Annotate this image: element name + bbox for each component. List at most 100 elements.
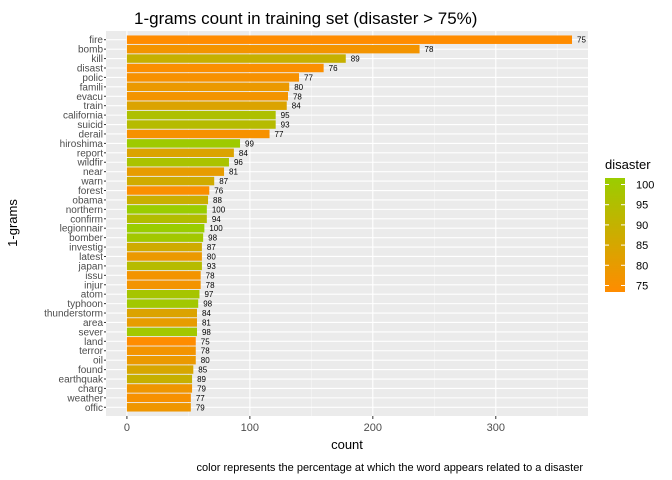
bar-value-label: 81 [229,168,238,177]
bar-value-label: 84 [202,309,211,318]
bar [126,82,290,92]
y-tick-label: oil [93,356,103,367]
chart-caption: color represents the percentage at which… [197,462,584,474]
y-tick-label: northern [66,205,103,216]
bar-value-label: 78 [425,45,434,54]
bar-value-label: 77 [275,130,284,139]
bar [126,167,225,176]
y-tick-label: earthquak [59,375,104,386]
bar-value-label: 85 [198,366,207,375]
bar [126,346,196,355]
bar-value-label: 97 [204,290,213,299]
bar [126,384,193,393]
bar [126,35,573,44]
bar [126,157,229,167]
bar-value-labels: 7578897677807884959377998496818776881009… [196,36,587,413]
bar-value-label: 89 [197,375,206,384]
bar [126,289,200,299]
bar-value-label: 78 [206,281,215,290]
bar [126,252,202,261]
y-axis-title: 1-grams [5,199,20,247]
y-tick-label: thunderstorm [44,309,103,320]
y-tick-label: found [78,365,103,376]
y-tick-label: suicid [77,120,103,131]
bar [126,129,270,139]
bar [126,242,202,252]
y-tick-label: hiroshima [60,139,104,150]
y-tick-label: atom [81,290,103,301]
bar-value-label: 75 [201,337,210,346]
y-axis-tick-labels: firebombkilldisastpolicfamilievacutrainc… [44,35,106,414]
bar-value-label: 78 [201,347,210,356]
y-tick-label: train [84,101,103,112]
legend-title: disaster [605,157,651,172]
bar [126,355,196,365]
bar [126,195,209,205]
y-tick-label: latest [79,252,103,263]
bar [126,44,420,54]
bar-value-label: 75 [577,36,586,45]
y-tick-label: bomber [69,233,104,244]
bar [126,139,241,148]
bar-value-label: 76 [214,187,223,196]
bar-value-label: 87 [207,243,216,252]
bar-value-label: 78 [206,271,215,280]
bars [126,35,573,412]
bar [126,148,234,158]
y-tick-label: wildfir [76,158,103,169]
bar [126,280,201,290]
bar-value-label: 93 [207,262,216,271]
bar [126,318,197,327]
x-tick-label: 300 [487,422,505,434]
bar [126,176,215,186]
bar [126,308,197,318]
legend: disaster 100 95 90 85 80 75 [605,157,654,293]
bar-value-label: 88 [213,196,222,205]
bar [126,63,324,73]
y-tick-label: evacu [76,92,103,103]
bar [126,110,276,120]
bar-value-label: 100 [212,205,226,214]
y-tick-label: injur [84,280,104,291]
y-tick-label: disast [77,63,103,74]
legend-tick-label: 85 [636,240,648,252]
bar-value-label: 98 [208,234,217,243]
bar [126,214,207,224]
bar-value-label: 79 [197,384,206,393]
bar [126,205,207,214]
bar-value-label: 96 [234,158,243,167]
y-tick-label: area [83,318,103,329]
y-tick-label: derail [79,129,103,140]
bar-value-label: 98 [203,300,212,309]
y-tick-label: california [63,111,103,122]
bar [126,271,201,280]
x-tick-label: 0 [124,422,130,434]
y-tick-label: obama [72,195,103,206]
bar [126,223,205,233]
bar-value-label: 84 [239,149,248,158]
x-tick-label: 200 [364,422,382,434]
y-tick-label: near [83,167,104,178]
bar-value-label: 94 [212,215,221,224]
legend-colorbar [605,178,625,292]
bar [126,327,197,337]
y-tick-label: weather [66,393,103,404]
y-tick-label: confirm [70,214,103,225]
y-tick-label: forest [78,186,103,197]
bar-value-label: 79 [196,403,205,412]
bar [126,374,193,384]
y-tick-label: typhoon [67,299,103,310]
y-tick-label: charg [78,384,103,395]
bar-value-label: 80 [207,252,216,261]
y-tick-label: famili [80,82,103,93]
bar [126,101,287,110]
y-tick-label: japan [78,261,103,272]
y-tick-label: investig [69,243,103,254]
legend-tick-label: 80 [636,260,648,272]
bar-value-label: 93 [281,121,290,130]
bar-value-label: 80 [294,83,303,92]
bar-value-label: 98 [202,328,211,337]
y-tick-label: offic [85,403,103,414]
bar [126,337,196,346]
